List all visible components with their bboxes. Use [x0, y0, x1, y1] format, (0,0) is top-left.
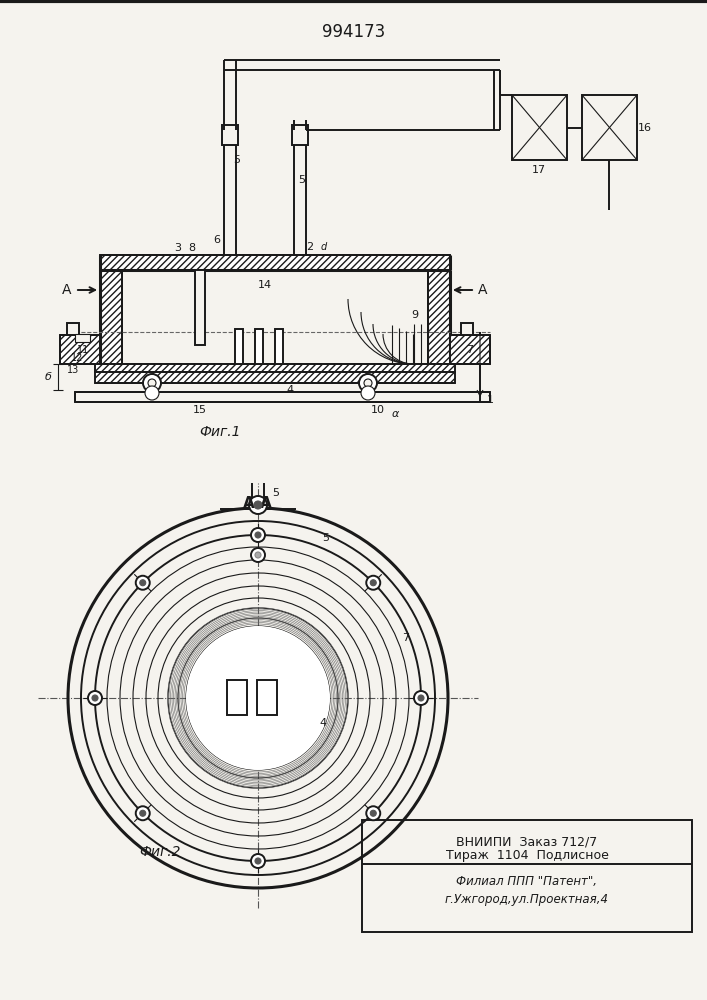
Bar [100, 255, 450, 270]
Bar [582, 95, 637, 160]
Text: 16: 16 [638, 123, 652, 133]
Circle shape [92, 695, 98, 701]
Bar [195, 270, 205, 345]
Circle shape [370, 810, 376, 816]
Text: 5: 5 [233, 155, 240, 165]
Text: 5: 5 [272, 488, 279, 498]
Bar [235, 329, 243, 364]
Text: 9: 9 [411, 310, 419, 320]
Text: Тираж  1104  Подлисное: Тираж 1104 Подлисное [445, 850, 609, 862]
Circle shape [364, 379, 372, 387]
Text: 6: 6 [214, 235, 221, 245]
Text: б: б [45, 372, 52, 382]
Text: 5: 5 [298, 175, 305, 185]
Circle shape [370, 580, 376, 586]
Circle shape [414, 691, 428, 705]
Circle shape [418, 695, 424, 701]
Bar [67, 323, 79, 335]
Circle shape [255, 858, 261, 864]
Text: 7: 7 [467, 345, 474, 355]
Text: ВНИИПИ  Заказ 712/7: ВНИИПИ Заказ 712/7 [457, 836, 597, 848]
Circle shape [148, 379, 156, 387]
Text: 4: 4 [320, 718, 327, 728]
Bar [362, 820, 692, 932]
Circle shape [366, 806, 380, 820]
Circle shape [143, 374, 161, 392]
Bar [255, 329, 263, 364]
Text: 8: 8 [189, 243, 196, 253]
Bar [222, 125, 238, 145]
Text: 994173: 994173 [322, 23, 385, 41]
Bar [257, 680, 277, 715]
Circle shape [145, 386, 159, 400]
Text: 5: 5 [322, 533, 329, 543]
Circle shape [249, 496, 267, 514]
Circle shape [186, 626, 330, 770]
Circle shape [366, 576, 380, 590]
Circle shape [361, 386, 375, 400]
Text: 7: 7 [402, 633, 409, 643]
Bar [75, 392, 490, 402]
Bar [275, 329, 283, 364]
Bar [100, 270, 122, 364]
Text: Фиг.1: Фиг.1 [199, 425, 241, 439]
Circle shape [251, 528, 265, 542]
Text: А-А: А-А [243, 495, 273, 510]
Circle shape [88, 691, 102, 705]
Text: 13: 13 [67, 365, 79, 375]
Bar [60, 335, 100, 364]
Text: 11: 11 [77, 345, 89, 355]
Text: d: d [321, 242, 327, 252]
Text: 14: 14 [258, 280, 272, 290]
Text: α: α [391, 409, 399, 419]
Text: 2: 2 [306, 242, 314, 252]
Bar [461, 323, 473, 335]
Circle shape [136, 806, 150, 820]
Circle shape [255, 552, 261, 558]
Bar [450, 335, 490, 364]
Text: Филиал ППП "Патент",: Филиал ППП "Патент", [457, 876, 597, 888]
Text: 15: 15 [193, 405, 207, 415]
Text: А: А [62, 283, 71, 297]
Circle shape [251, 548, 265, 562]
Circle shape [254, 501, 262, 509]
Text: 3: 3 [175, 243, 182, 253]
Bar [292, 125, 308, 145]
Circle shape [140, 810, 146, 816]
Bar [512, 95, 567, 160]
Text: 10: 10 [371, 405, 385, 415]
Circle shape [251, 854, 265, 868]
Bar [428, 270, 450, 364]
Text: 1: 1 [486, 395, 493, 405]
Circle shape [255, 532, 261, 538]
Circle shape [136, 576, 150, 590]
Bar [75, 334, 90, 342]
Bar [227, 680, 247, 715]
Text: А: А [478, 283, 488, 297]
Text: г.Ужгород,ул.Проектная,4: г.Ужгород,ул.Проектная,4 [445, 892, 609, 906]
Text: 17: 17 [532, 165, 546, 175]
Bar [95, 372, 455, 383]
Text: 12: 12 [71, 353, 83, 363]
Text: 4: 4 [286, 385, 293, 395]
Circle shape [140, 580, 146, 586]
Text: Фиг.2: Фиг.2 [139, 845, 181, 859]
Bar [95, 364, 455, 372]
Circle shape [359, 374, 377, 392]
